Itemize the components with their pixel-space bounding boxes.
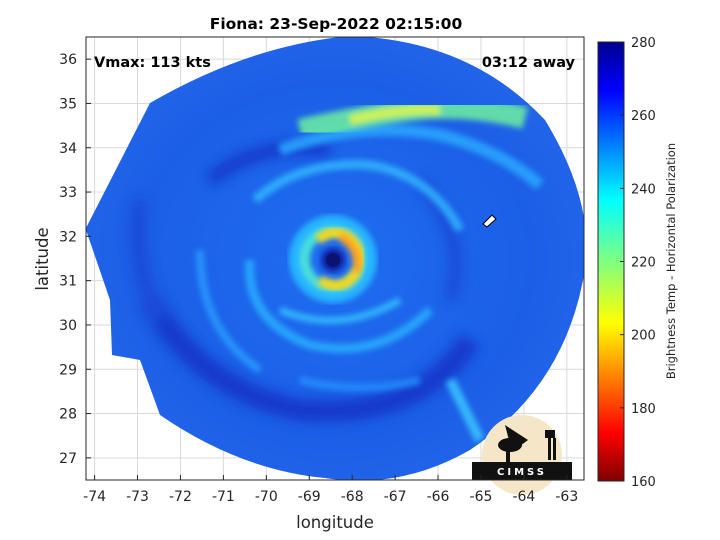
x-tick-label: -73 (126, 489, 149, 505)
colorbar-tick-label: 280 (631, 36, 656, 51)
colorbar-tick-label: 200 (631, 329, 656, 344)
y-tick-label: 27 (59, 451, 77, 467)
y-tick-label: 32 (59, 229, 77, 245)
y-tick-label: 35 (59, 96, 77, 112)
colorbar (597, 41, 625, 482)
colorbar-tick-label: 240 (631, 182, 656, 197)
x-tick-label: -65 (470, 489, 493, 505)
cimss-logo: CIMSS (472, 415, 572, 495)
y-tick-label: 36 (59, 52, 77, 68)
axes-frame (85, 36, 585, 481)
x-tick-label: -72 (169, 489, 192, 505)
x-tick-label: -67 (384, 489, 407, 505)
chart-title: Fiona: 23-Sep-2022 02:15:00 (210, 15, 463, 33)
colorbar-tick-label: 180 (631, 402, 656, 417)
vmax-annotation: Vmax: 113 kts (94, 55, 211, 71)
y-tick-label: 28 (59, 407, 77, 423)
x-tick-label: -66 (427, 489, 450, 505)
x-tick-label: -70 (255, 489, 278, 505)
y-tick-label: 31 (59, 274, 77, 290)
y-tick-label: 33 (59, 185, 77, 201)
x-tick-label: -63 (555, 489, 578, 505)
brightness-temperature-scene (86, 37, 584, 480)
x-tick-label: -74 (83, 489, 106, 505)
colorbar-tick-label: 220 (631, 256, 656, 271)
x-tick-label: -69 (298, 489, 321, 505)
y-axis-ticks: 27 28 29 30 31 32 33 34 35 36 (59, 52, 91, 467)
logo-text: CIMSS (497, 467, 547, 478)
y-tick-label: 29 (59, 362, 77, 378)
x-axis-label: longitude (296, 513, 374, 532)
colorbar-ticks: 280 260 240 220 200 180 160 (620, 36, 656, 490)
y-tick-label: 30 (59, 318, 77, 334)
x-tick-label: -64 (512, 489, 535, 505)
colorbar-tick-label: 260 (631, 109, 656, 124)
colorbar-tick-label: 160 (631, 475, 656, 490)
time-away-annotation: 03:12 away (482, 55, 576, 71)
y-axis-label: latitude (33, 227, 52, 290)
x-axis-ticks: -74 -73 -72 -71 -70 -69 -68 -67 -66 -65 -64 -63 (83, 475, 578, 505)
x-tick-label: -71 (212, 489, 235, 505)
colorbar-label: Brightness Temp - Horizontal Polarizatio… (664, 143, 678, 379)
x-tick-label: -68 (341, 489, 364, 505)
y-tick-label: 34 (59, 141, 77, 157)
